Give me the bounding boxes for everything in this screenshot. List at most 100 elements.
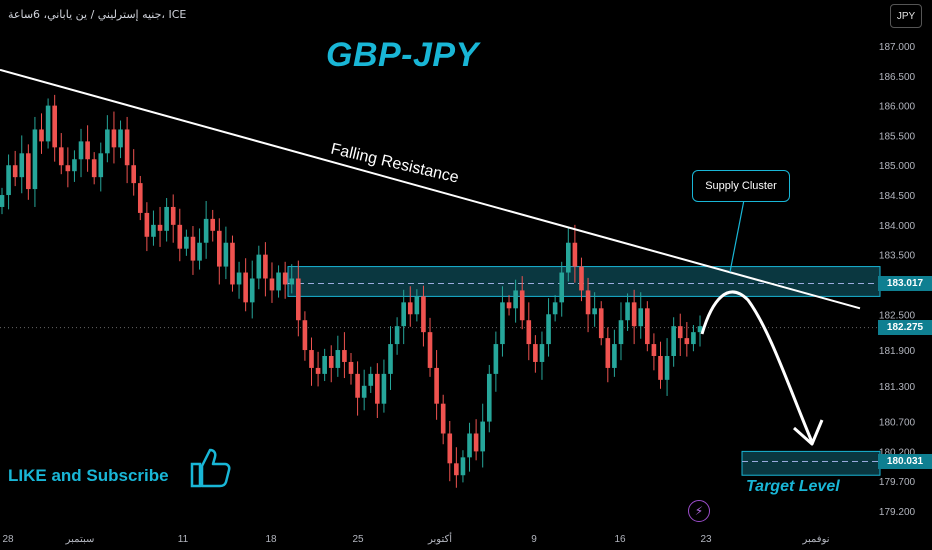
candle-body (440, 403, 446, 434)
candle-body (184, 236, 189, 249)
candle-body (598, 308, 604, 339)
candle-body (493, 344, 499, 374)
x-tick-label: أكتوبر (427, 532, 452, 545)
candle-body (618, 320, 624, 345)
candle-body (32, 129, 38, 190)
candle-body (26, 153, 31, 190)
candle-body (394, 326, 400, 345)
lightning-icon[interactable]: ⚡ (688, 500, 710, 522)
currency-button[interactable]: JPY (890, 4, 922, 28)
candle-body (0, 195, 5, 207)
candle-body (210, 218, 216, 231)
candle-body (691, 332, 696, 345)
target-zone (741, 450, 881, 476)
candle-body (638, 308, 644, 327)
candle-body (671, 326, 676, 356)
candle-body (342, 350, 347, 362)
candle-body (236, 272, 242, 285)
candle-body (131, 165, 137, 184)
candle-body (375, 373, 380, 404)
trendline (0, 68, 861, 310)
candle-body (460, 457, 466, 476)
candle-body (579, 266, 584, 291)
candle-body (434, 367, 439, 404)
candle-body (19, 153, 25, 178)
candle-body (269, 278, 275, 291)
candle-body (243, 272, 248, 303)
candle-body (111, 129, 117, 148)
candle-body (552, 302, 558, 315)
candle-body (651, 344, 657, 356)
candle-body (506, 302, 512, 309)
candle-body (658, 356, 663, 380)
candle-body (401, 302, 406, 327)
y-tick-label: 179.700 (879, 477, 916, 488)
candle-body (480, 421, 486, 452)
y-tick-label: 180.700 (879, 418, 916, 429)
instrument-header: جنيه إسترليني / ين ياباني، 6ساعة، ICE (8, 8, 187, 21)
price-zones (0, 266, 881, 476)
candle-body (645, 308, 650, 345)
candle-body (585, 290, 591, 315)
candle-body (677, 326, 683, 339)
y-tick-label: 185.500 (879, 131, 916, 142)
candle-body (45, 105, 51, 142)
candle-body (157, 224, 163, 231)
candle-body (388, 344, 393, 374)
candle-body (348, 361, 354, 374)
x-tick-label: 18 (265, 534, 277, 545)
chart-title: GBP-JPY (326, 36, 479, 74)
zone-price-tag: 183.017 (878, 275, 932, 291)
candle-body (91, 159, 97, 178)
candle-body (592, 308, 597, 315)
candle-body (177, 224, 183, 249)
y-tick-label: 186.500 (879, 72, 916, 83)
x-tick-label: 28 (2, 534, 14, 545)
candle-body (625, 302, 630, 321)
candle-body (105, 129, 110, 154)
candle-body (216, 230, 222, 267)
y-tick-label: 182.500 (879, 310, 916, 321)
candle-body (467, 433, 472, 458)
candle-body (276, 272, 281, 291)
candle-body (151, 224, 156, 237)
candle-body (454, 463, 459, 476)
last-price-tag: 182.275 (878, 320, 932, 336)
candle-body (296, 278, 301, 321)
candle-body (407, 302, 413, 315)
candle-body (421, 296, 426, 333)
candle-body (559, 272, 565, 303)
candle-body (289, 278, 295, 285)
candle-body (52, 105, 57, 148)
candle-body (526, 320, 532, 345)
price-axis: 187.000 186.500 186.000 185.500 185.000 184.5… (879, 42, 916, 518)
candlestick-series (0, 94, 703, 488)
candle-body (170, 206, 176, 225)
supply-zone (287, 266, 881, 297)
time-axis: 28 سبتمبر 11 18 25 أكتوبر 9 16 23 نوفمبر (2, 532, 829, 545)
candle-body (328, 356, 334, 368)
y-tick-label: 186.000 (879, 102, 916, 113)
candle-body (144, 212, 150, 237)
candle-body (335, 350, 341, 368)
candle-body (447, 433, 453, 464)
candle-body (539, 344, 545, 362)
candle-body (98, 153, 104, 178)
candle-body (414, 296, 420, 315)
y-tick-label: 184.500 (879, 191, 916, 202)
candle-body (282, 272, 288, 285)
candle-body (72, 159, 77, 172)
candle-body (12, 165, 18, 178)
candle-body (230, 242, 235, 285)
y-tick-label: 179.200 (879, 507, 916, 518)
candle-body (118, 129, 123, 148)
x-tick-label: 16 (614, 534, 626, 545)
candle-body (500, 302, 505, 345)
candle-body (78, 141, 84, 160)
candle-body (565, 242, 571, 273)
x-tick-label: 23 (700, 534, 712, 545)
candle-body (315, 367, 321, 374)
candle-body (190, 236, 196, 261)
x-tick-label: 9 (531, 534, 537, 545)
